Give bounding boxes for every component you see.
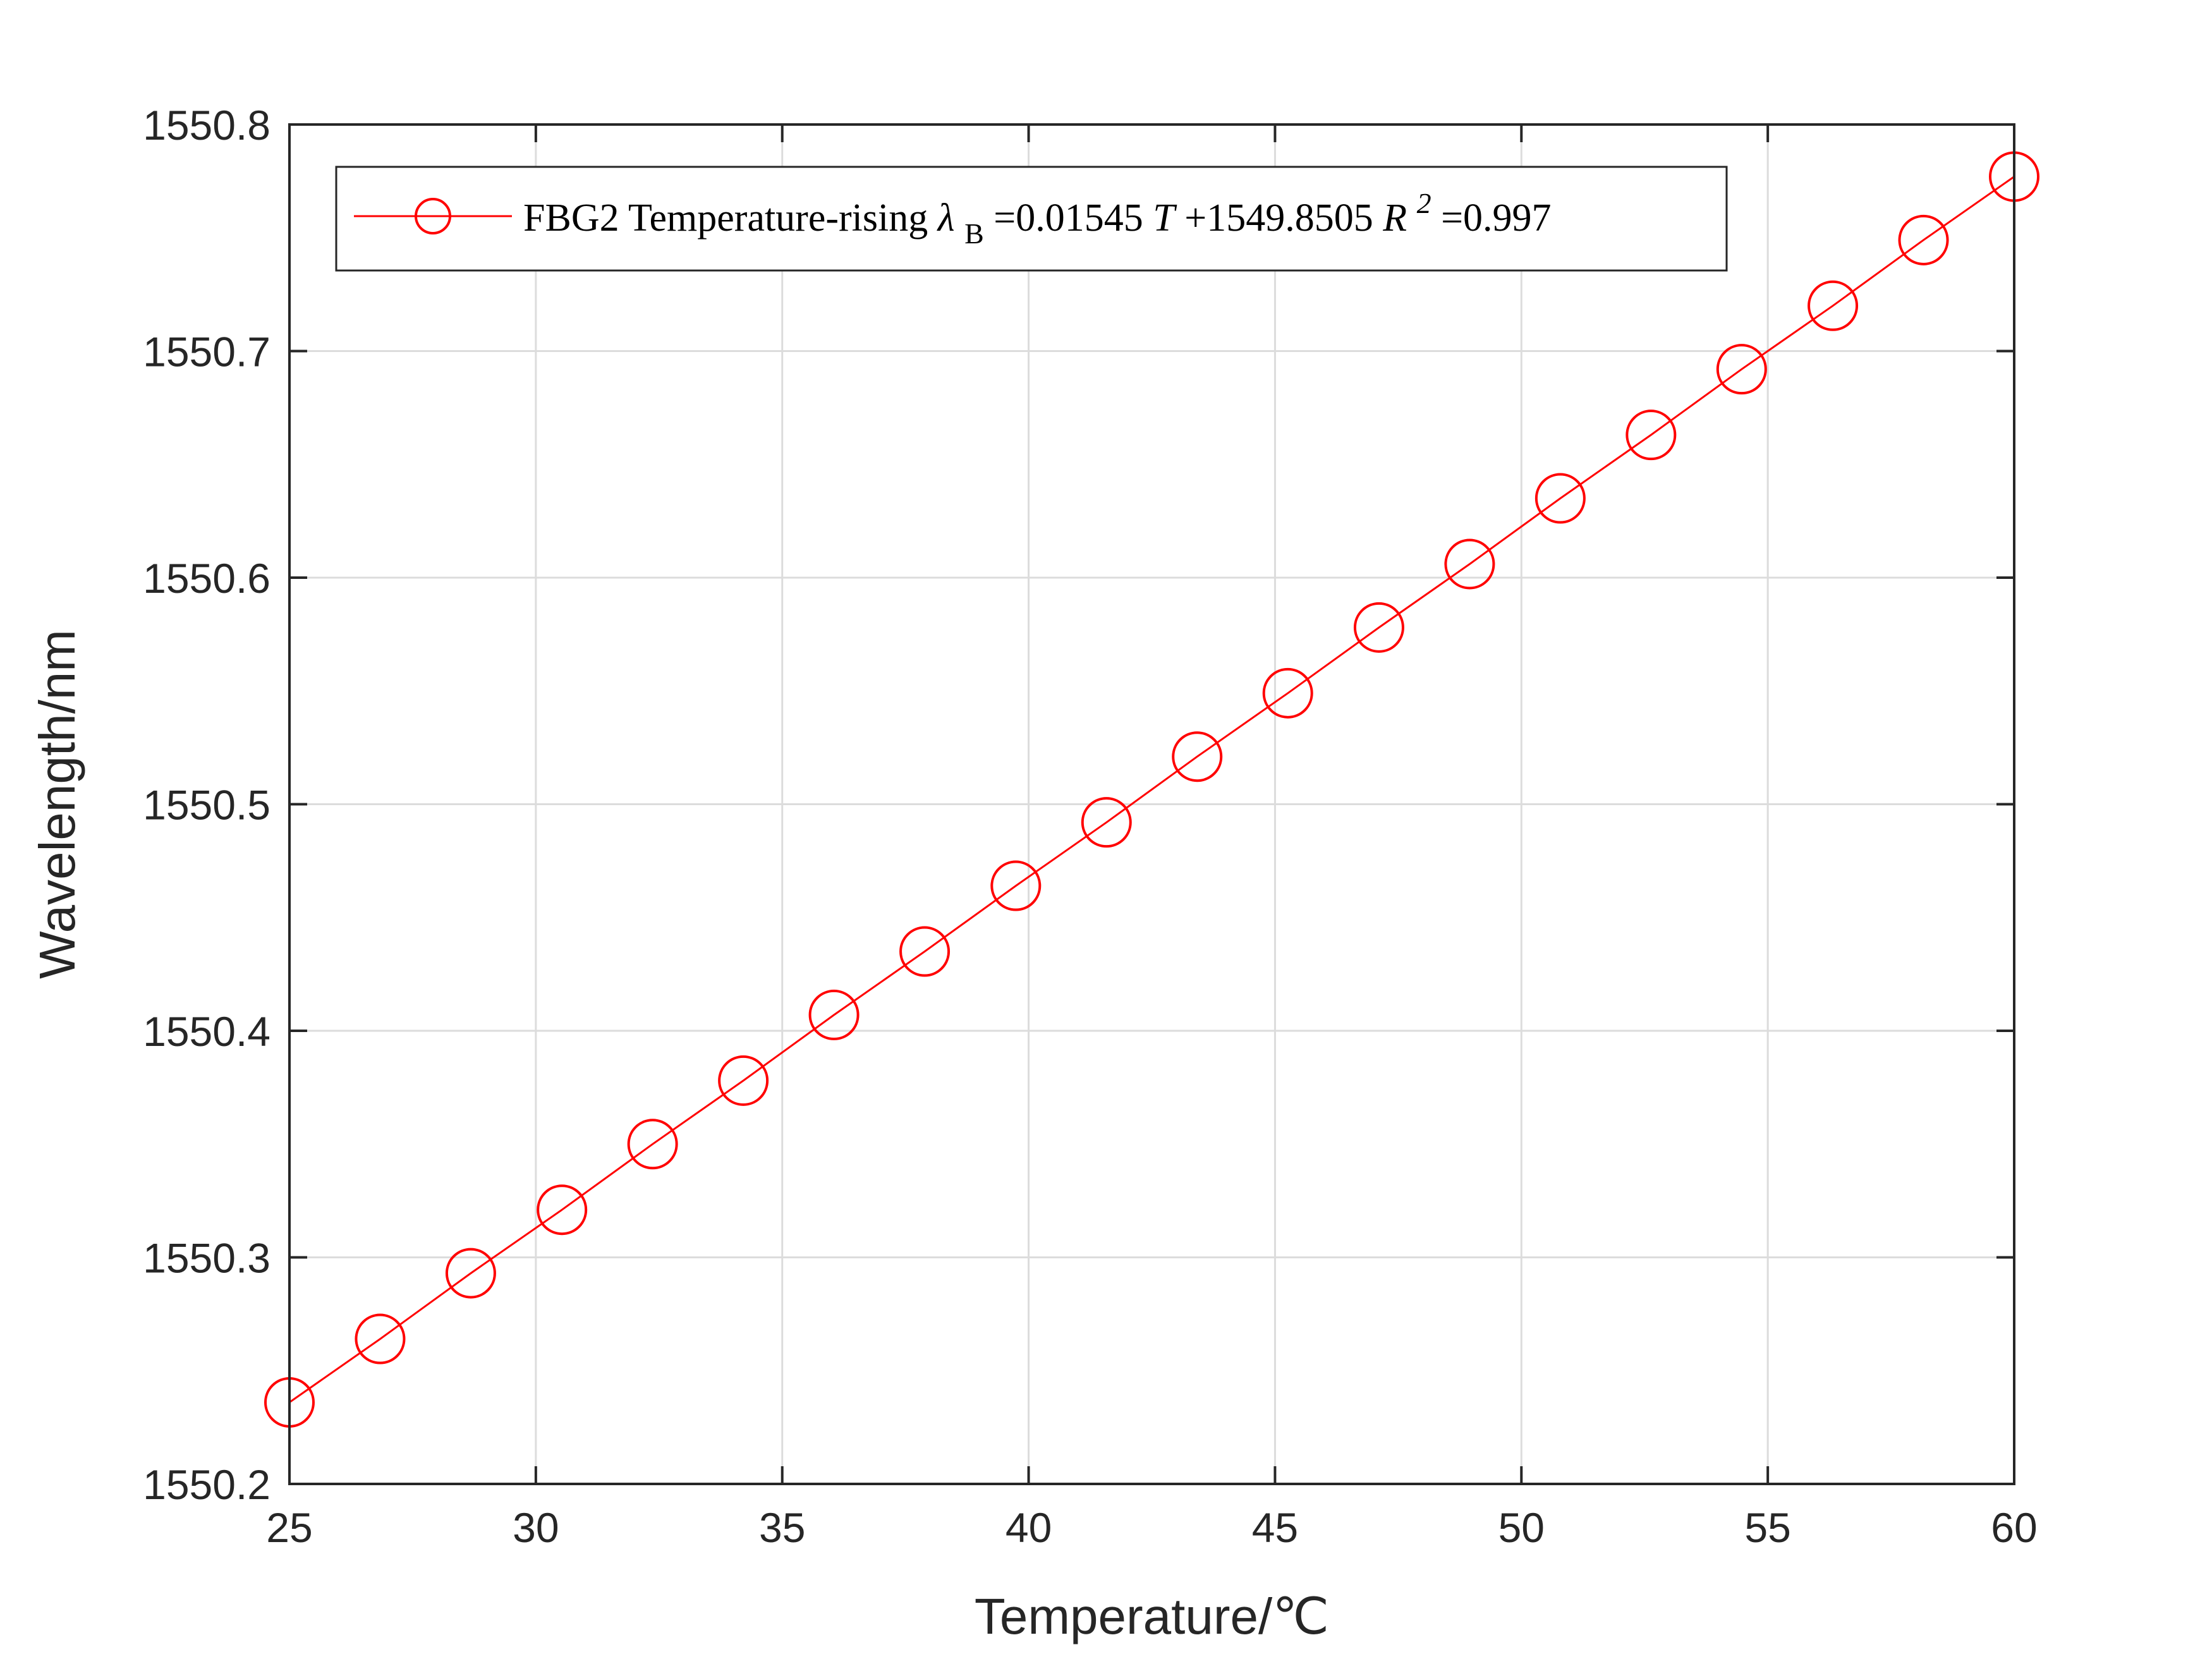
legend-eq-T: T (1153, 197, 1177, 240)
legend-lambda-subscript: B (964, 217, 984, 250)
x-tick-label: 30 (513, 1504, 559, 1551)
data-point (1898, 214, 1949, 265)
y-axis-title: Wavelength/nm (29, 629, 85, 979)
data-point (1808, 280, 1859, 331)
x-axis-title: Temperature/℃ (975, 1588, 1329, 1644)
y-tick-label: 1550.8 (143, 102, 270, 149)
legend-eq-R: R (1382, 197, 1407, 240)
y-tick-label: 1550.7 (143, 329, 270, 375)
legend-marker-swatch (415, 198, 451, 234)
data-point (1444, 538, 1495, 590)
data-point (627, 1119, 678, 1170)
legend-entry-label: FBG2 Temperature-rising λ B =0.01545 T +… (523, 179, 1552, 252)
data-point (1716, 344, 1767, 395)
tick-marks (288, 123, 2015, 1485)
x-tick-label: 55 (1744, 1504, 1790, 1551)
legend-eq-part3: =0.997 (1441, 197, 1551, 240)
data-point (445, 1248, 496, 1299)
y-tick-label: 1550.4 (143, 1008, 270, 1055)
data-point (808, 989, 860, 1040)
legend-lambda: λ (937, 197, 955, 240)
series-layer (264, 151, 2039, 1428)
legend-prefix: FBG2 Temperature-rising (523, 197, 938, 240)
series-line (289, 176, 2015, 1404)
x-tick-label: 35 (759, 1504, 805, 1551)
data-point (990, 860, 1042, 911)
x-tick-label: 50 (1498, 1504, 1545, 1551)
data-point (1534, 473, 1586, 524)
y-tick-label: 1550.5 (143, 782, 270, 829)
data-point (355, 1313, 406, 1364)
x-tick-label: 45 (1252, 1504, 1298, 1551)
data-point (537, 1184, 588, 1236)
legend-eq-part1: =0.01545 (994, 197, 1143, 240)
legend: FBG2 Temperature-rising λ B =0.01545 T +… (335, 166, 1728, 272)
data-point (1081, 797, 1132, 848)
y-tick-labels: 1550.2 1550.3 1550.4 1550.5 1550.6 1550.7 1550… (143, 102, 270, 1508)
legend-box (335, 166, 1728, 272)
x-tick-label: 25 (266, 1504, 312, 1551)
x-tick-label: 40 (1006, 1504, 1052, 1551)
data-point (1262, 667, 1313, 719)
data-point (1172, 731, 1223, 782)
y-tick-label: 1550.3 (143, 1235, 270, 1282)
x-tick-label: 60 (1991, 1504, 2037, 1551)
data-point (1626, 410, 1677, 461)
y-tick-label: 1550.2 (143, 1461, 270, 1508)
data-point (899, 926, 951, 977)
data-point (718, 1055, 769, 1106)
legend-eq-part2: +1549.8505 (1184, 197, 1383, 240)
y-tick-label: 1550.6 (143, 555, 270, 602)
data-point (1353, 602, 1404, 653)
legend-eq-R-superscript: 2 (1417, 187, 1431, 219)
x-tick-labels: 25 30 35 40 45 50 55 60 (266, 1504, 2037, 1551)
